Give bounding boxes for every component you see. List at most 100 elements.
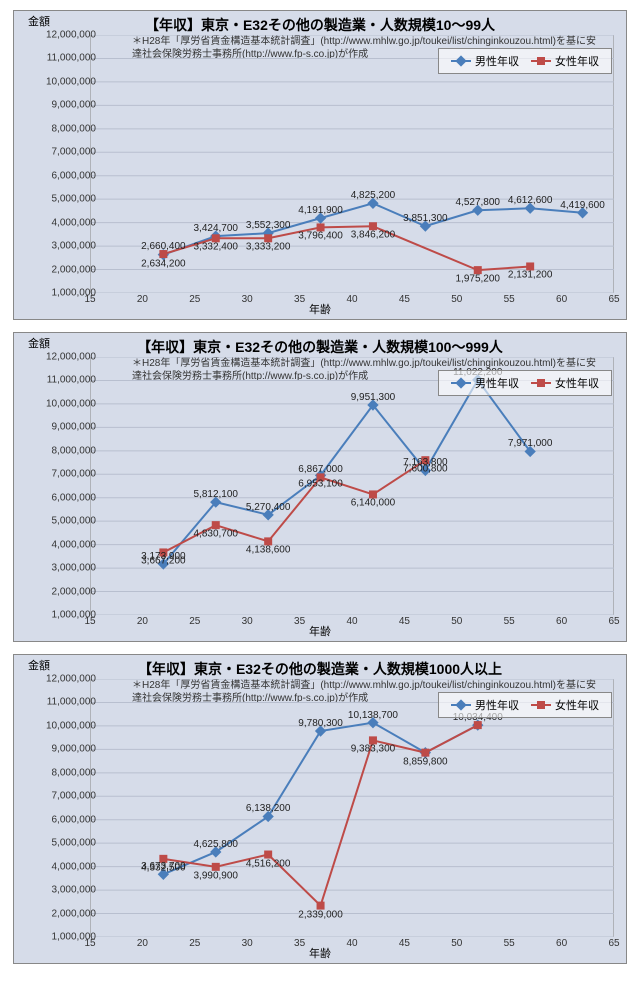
- data-label: 2,634,200: [141, 258, 186, 269]
- legend-female-label: 女性年収: [555, 53, 599, 69]
- data-label: 1,975,200: [456, 273, 501, 284]
- data-label: 3,333,200: [246, 242, 291, 253]
- y-tick-label: 2,000,000: [26, 908, 96, 919]
- y-tick-label: 12,000,000: [26, 30, 96, 41]
- data-label: 8,859,800: [403, 756, 448, 767]
- data-label: 4,191,900: [298, 205, 343, 216]
- y-tick-label: 5,000,000: [26, 838, 96, 849]
- y-tick-label: 8,000,000: [26, 767, 96, 778]
- y-tick-label: 7,000,000: [26, 469, 96, 480]
- legend-female-label: 女性年収: [555, 375, 599, 391]
- data-label: 4,830,700: [194, 528, 239, 539]
- x-axis-label: 年齢: [309, 945, 331, 961]
- x-tick-label: 40: [346, 294, 357, 305]
- data-label: 3,846,200: [351, 230, 396, 241]
- data-label: 4,527,800: [456, 197, 501, 208]
- x-tick-label: 35: [294, 938, 305, 949]
- chart-panel: 【年収】東京・E32その他の製造業・人数規模100～999人金額年齢＊H28年「…: [13, 332, 627, 642]
- x-tick-label: 30: [242, 616, 253, 627]
- data-label: 10,138,700: [348, 709, 398, 720]
- y-tick-label: 3,000,000: [26, 885, 96, 896]
- data-label: 3,851,300: [403, 213, 448, 224]
- y-tick-label: 2,000,000: [26, 586, 96, 597]
- legend: 男性年収 女性年収: [438, 370, 612, 396]
- data-label: 7,600,800: [403, 463, 448, 474]
- data-label: 2,131,200: [508, 270, 553, 281]
- legend-female: 女性年収: [531, 697, 599, 713]
- x-tick-label: 50: [451, 294, 462, 305]
- data-label: 3,332,400: [194, 242, 239, 253]
- x-tick-label: 55: [504, 938, 515, 949]
- y-tick-label: 4,000,000: [26, 539, 96, 550]
- x-axis-label: 年齢: [309, 623, 331, 639]
- data-label: 4,138,600: [246, 545, 291, 556]
- data-label: 3,796,400: [298, 231, 343, 242]
- y-tick-label: 7,000,000: [26, 791, 96, 802]
- x-tick-label: 65: [608, 616, 619, 627]
- x-tick-label: 35: [294, 294, 305, 305]
- legend-male: 男性年収: [451, 53, 519, 69]
- x-tick-label: 60: [556, 294, 567, 305]
- x-tick-label: 45: [399, 616, 410, 627]
- chart-title: 【年収】東京・E32その他の製造業・人数規模100～999人: [14, 337, 626, 357]
- data-label: 9,951,300: [351, 392, 396, 403]
- legend-male: 男性年収: [451, 697, 519, 713]
- y-axis-label: 金額: [28, 13, 50, 29]
- x-tick-label: 35: [294, 616, 305, 627]
- x-tick-label: 65: [608, 294, 619, 305]
- chart-panel: 【年収】東京・E32その他の製造業・人数規模10～99人金額年齢＊H28年「厚労…: [13, 10, 627, 320]
- legend-female-label: 女性年収: [555, 697, 599, 713]
- x-tick-label: 65: [608, 938, 619, 949]
- x-tick-label: 25: [189, 938, 200, 949]
- data-label: 9,383,300: [351, 744, 396, 755]
- x-tick-label: 40: [346, 938, 357, 949]
- data-label: 3,990,900: [194, 870, 239, 881]
- data-label: 5,270,400: [246, 502, 291, 513]
- x-tick-label: 55: [504, 294, 515, 305]
- x-tick-label: 30: [242, 938, 253, 949]
- x-tick-label: 20: [137, 294, 148, 305]
- y-tick-label: 6,000,000: [26, 492, 96, 503]
- x-tick-label: 60: [556, 938, 567, 949]
- y-tick-label: 11,000,000: [26, 53, 96, 64]
- y-tick-label: 10,000,000: [26, 76, 96, 87]
- data-label: 6,138,200: [246, 803, 291, 814]
- data-label: 6,140,000: [351, 498, 396, 509]
- legend-female: 女性年収: [531, 375, 599, 391]
- x-tick-label: 45: [399, 938, 410, 949]
- y-axis-label: 金額: [28, 335, 50, 351]
- x-tick-label: 25: [189, 294, 200, 305]
- y-tick-label: 4,000,000: [26, 861, 96, 872]
- y-tick-label: 12,000,000: [26, 674, 96, 685]
- chart-title: 【年収】東京・E32その他の製造業・人数規模10～99人: [14, 15, 626, 35]
- y-tick-label: 10,000,000: [26, 720, 96, 731]
- y-tick-label: 6,000,000: [26, 814, 96, 825]
- chart-panel: 【年収】東京・E32その他の製造業・人数規模1000人以上金額年齢＊H28年「厚…: [13, 654, 627, 964]
- x-tick-label: 50: [451, 938, 462, 949]
- y-tick-label: 3,000,000: [26, 241, 96, 252]
- y-tick-label: 9,000,000: [26, 422, 96, 433]
- legend-female: 女性年収: [531, 53, 599, 69]
- data-label: 4,419,600: [560, 200, 605, 211]
- y-tick-label: 11,000,000: [26, 375, 96, 386]
- data-label: 6,953,100: [298, 479, 343, 490]
- y-tick-label: 9,000,000: [26, 100, 96, 111]
- y-tick-label: 4,000,000: [26, 217, 96, 228]
- legend-male: 男性年収: [451, 375, 519, 391]
- legend-male-label: 男性年収: [475, 375, 519, 391]
- y-tick-label: 6,000,000: [26, 170, 96, 181]
- data-label: 4,625,800: [194, 839, 239, 850]
- legend: 男性年収 女性年収: [438, 692, 612, 718]
- data-label: 4,612,600: [508, 195, 553, 206]
- x-tick-label: 55: [504, 616, 515, 627]
- y-tick-label: 2,000,000: [26, 264, 96, 275]
- data-label: 2,660,400: [141, 241, 186, 252]
- data-label: 6,867,000: [298, 464, 343, 475]
- y-tick-label: 10,000,000: [26, 398, 96, 409]
- x-tick-label: 20: [137, 616, 148, 627]
- x-tick-label: 25: [189, 616, 200, 627]
- data-label: 2,339,000: [298, 909, 343, 920]
- y-tick-label: 5,000,000: [26, 516, 96, 527]
- data-label: 5,812,100: [194, 489, 239, 500]
- y-tick-label: 12,000,000: [26, 352, 96, 363]
